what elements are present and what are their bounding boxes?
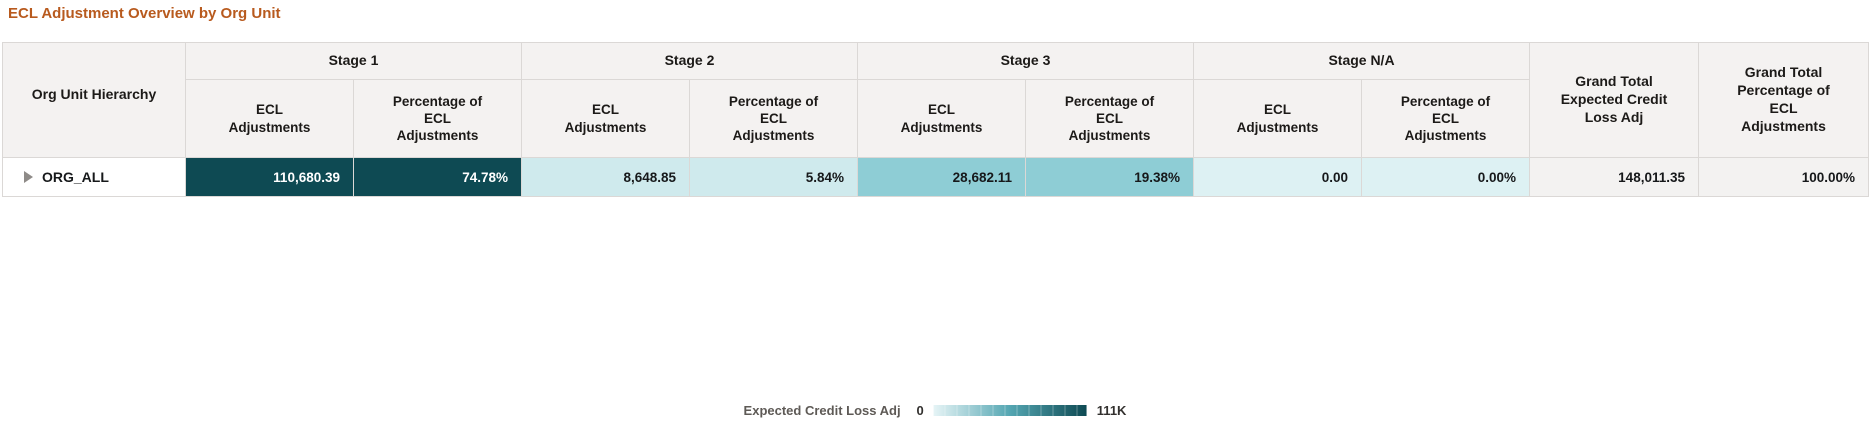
org-unit-hierarchy-header: Org Unit Hierarchy	[2, 42, 186, 158]
stage2-ecl-adjustments-header: ECL Adjustments	[521, 79, 690, 158]
pivot-table: Org Unit Hierarchy Stage 1 Stage 2 Stage…	[2, 42, 1869, 197]
org-unit-cell[interactable]: ORG_ALL	[2, 157, 186, 197]
stage2-pct-ecl-adjustments-header: Percentage of ECL Adjustments	[689, 79, 858, 158]
legend-min-value: 0	[916, 402, 924, 418]
stage3-ecl-adjustments-header: ECL Adjustments	[857, 79, 1026, 158]
cell-stage1-pct-ecl-adjustments[interactable]: 74.78%	[353, 157, 522, 197]
cell-grand-total-ecl[interactable]: 148,011.35	[1529, 157, 1699, 197]
cell-stage3-ecl-adjustments[interactable]: 28,682.11	[857, 157, 1026, 197]
cell-stage1-ecl-adjustments[interactable]: 110,680.39	[185, 157, 354, 197]
page-title: ECL Adjustment Overview by Org Unit	[8, 5, 281, 22]
table-row: ORG_ALL 110,680.39 74.78% 8,648.85 5.84%…	[2, 157, 1869, 197]
stage3-pct-ecl-adjustments-header: Percentage of ECL Adjustments	[1025, 79, 1194, 158]
group-header-stage-na: Stage N/A	[1193, 42, 1530, 80]
legend-gradient-bar	[933, 404, 1087, 416]
cell-stage3-pct-ecl-adjustments[interactable]: 19.38%	[1025, 157, 1194, 197]
group-header-stage-2: Stage 2	[521, 42, 858, 80]
legend-max-value: 111K	[1096, 402, 1127, 418]
grand-total-pct-header: Grand Total Percentage of ECL Adjustment…	[1698, 42, 1869, 158]
cell-stage-na-pct-ecl-adjustments[interactable]: 0.00%	[1361, 157, 1530, 197]
color-legend: Expected Credit Loss Adj 0 111K	[744, 402, 1127, 418]
cell-stage2-ecl-adjustments[interactable]: 8,648.85	[521, 157, 690, 197]
group-header-stage-3: Stage 3	[857, 42, 1194, 80]
grand-total-ecl-header: Grand Total Expected Credit Loss Adj	[1529, 42, 1699, 158]
cell-stage2-pct-ecl-adjustments[interactable]: 5.84%	[689, 157, 858, 197]
stage-na-pct-ecl-adjustments-header: Percentage of ECL Adjustments	[1361, 79, 1530, 158]
org-unit-label: ORG_ALL	[42, 169, 109, 185]
stage1-pct-ecl-adjustments-header: Percentage of ECL Adjustments	[353, 79, 522, 158]
stage1-ecl-adjustments-header: ECL Adjustments	[185, 79, 354, 158]
stage-na-ecl-adjustments-header: ECL Adjustments	[1193, 79, 1362, 158]
cell-stage-na-ecl-adjustments[interactable]: 0.00	[1193, 157, 1362, 197]
group-header-stage-1: Stage 1	[185, 42, 522, 80]
expand-right-icon[interactable]	[24, 171, 33, 183]
cell-grand-total-pct[interactable]: 100.00%	[1698, 157, 1869, 197]
legend-label: Expected Credit Loss Adj	[743, 402, 901, 418]
